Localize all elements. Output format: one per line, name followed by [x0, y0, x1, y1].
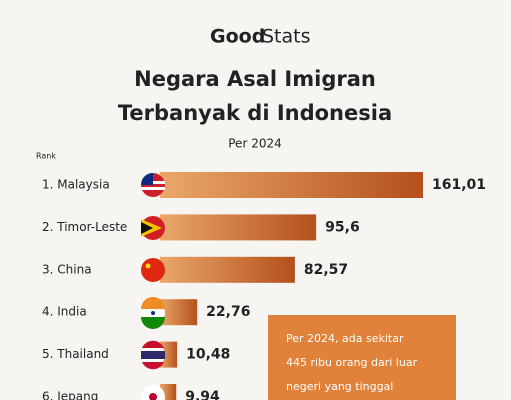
bar: [160, 256, 295, 283]
value-label: 82,57: [304, 262, 348, 278]
logo-bold: Good: [210, 26, 265, 48]
value-label: 10,48: [186, 347, 230, 363]
annotation-box: [268, 315, 456, 400]
category-label: 2. Timor-Leste: [42, 220, 127, 234]
subtitle: Per 2024: [228, 137, 281, 151]
category-label: 5. Thailand: [42, 347, 109, 361]
bar: [160, 214, 317, 241]
annotation-text: 445 ribu orang dari luar: [286, 356, 418, 369]
value-label: 9,94: [185, 389, 220, 400]
bar: [160, 341, 178, 368]
category-label: 3. China: [42, 262, 92, 276]
value-label: 161,01: [432, 177, 486, 193]
chart-title: Terbanyak di Indonesia: [118, 101, 392, 125]
logo-light: Stats: [262, 26, 311, 48]
bar: [160, 172, 423, 198]
category-header: Rank: [36, 152, 56, 161]
chart-title: Negara Asal Imigran: [134, 67, 376, 91]
annotation-text: Per 2024, ada sekitar: [286, 332, 404, 345]
flags: [141, 173, 165, 400]
category-label: 6. Jepang: [42, 390, 98, 400]
bar: [160, 299, 198, 326]
annotation-text: negeri yang tinggal: [286, 380, 393, 393]
category-label: 1. Malaysia: [42, 178, 110, 192]
value-label: 22,76: [206, 304, 250, 320]
category-label: 4. India: [42, 305, 87, 319]
value-label: 95,6: [325, 219, 360, 235]
